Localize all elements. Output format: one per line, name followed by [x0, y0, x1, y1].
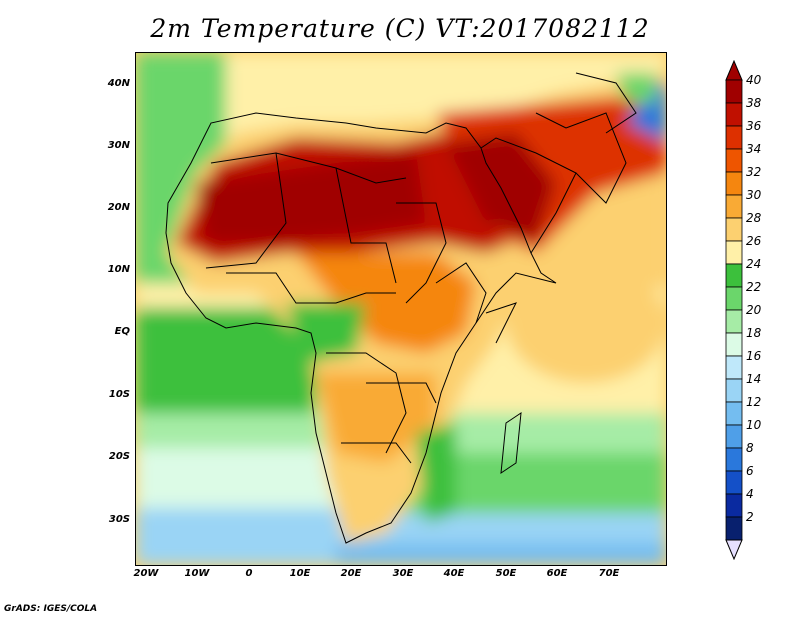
colorbar-swatch: [725, 148, 743, 173]
colorbar-swatch: [725, 355, 743, 380]
colorbar-label: 8: [746, 441, 754, 455]
colorbar-swatch: [725, 286, 743, 311]
lon-label-10e: 10E: [289, 568, 311, 579]
colorbar-label: 12: [746, 395, 762, 409]
colorbar-label: 40: [746, 73, 762, 87]
colorbar-label: 10: [746, 418, 762, 432]
lat-label-30n: 30N: [107, 140, 130, 151]
lon-label-60e: 60E: [546, 568, 568, 579]
colorbar-swatch: [725, 378, 743, 403]
colorbar-swatch: [725, 493, 743, 518]
colorbar-label: 34: [746, 142, 762, 156]
lat-label-40n: 40N: [107, 78, 130, 89]
map-canvas: [136, 53, 666, 565]
colorbar-swatch: [725, 447, 743, 472]
lon-label-10w: 10W: [184, 568, 210, 579]
colorbar-swatch: [725, 309, 743, 334]
colorbar-swatch: [725, 79, 743, 104]
colorbar-swatch: [725, 125, 743, 150]
colorbar-label: 26: [746, 234, 762, 248]
colorbar-label: 6: [746, 464, 754, 478]
colorbar-swatch: [725, 424, 743, 449]
temperature-field: [136, 53, 666, 565]
colorbar-swatch: [725, 240, 743, 265]
lon-label-50e: 50E: [495, 568, 517, 579]
colorbar-label: 20: [746, 303, 762, 317]
colorbar-label: 38: [746, 96, 762, 110]
lon-label-70e: 70E: [598, 568, 620, 579]
colorbar-swatch: [725, 194, 743, 219]
lat-label-10s: 10S: [108, 389, 130, 400]
colorbar-swatch: [725, 217, 743, 242]
colorbar-label: 36: [746, 119, 762, 133]
colorbar-label: 28: [746, 211, 762, 225]
colorbar-label: 4: [746, 487, 754, 501]
lat-label-30s: 30S: [108, 514, 130, 525]
lat-label-20n: 20N: [107, 202, 130, 213]
colorbar-label: 16: [746, 349, 762, 363]
colorbar-label: 2: [746, 510, 754, 524]
colorbar-label: 22: [746, 280, 762, 294]
colorbar-swatch: [725, 171, 743, 196]
temperature-map: [135, 52, 667, 566]
colorbar-label: 30: [746, 188, 762, 202]
lon-label-0: 0: [245, 568, 253, 579]
lon-label-30e: 30E: [392, 568, 414, 579]
colorbar-label: 32: [746, 165, 762, 179]
colorbar-swatch: [725, 401, 743, 426]
colorbar-top-arrow: [725, 60, 743, 81]
colorbar-swatch: [725, 470, 743, 495]
lon-label-20e: 20E: [340, 568, 362, 579]
colorbar-swatch: [725, 263, 743, 288]
colorbar-label: 18: [746, 326, 762, 340]
lat-label-eq: EQ: [114, 326, 130, 337]
lon-label-20w: 20W: [133, 568, 159, 579]
lon-label-40e: 40E: [443, 568, 465, 579]
colorbar-label: 24: [746, 257, 762, 271]
map-title: 2m Temperature (C) VT:2017082112: [150, 14, 650, 43]
lat-label-10n: 10N: [107, 264, 130, 275]
colorbar-label: 14: [746, 372, 762, 386]
coastlines: [165, 72, 637, 544]
lat-label-20s: 20S: [108, 451, 130, 462]
grads-credit: GrADS: IGES/COLA: [4, 604, 98, 614]
colorbar: [725, 60, 743, 560]
colorbar-swatch: [725, 102, 743, 127]
colorbar-bottom-arrow: [725, 539, 743, 560]
colorbar-swatch: [725, 332, 743, 357]
colorbar-swatch: [725, 516, 743, 541]
